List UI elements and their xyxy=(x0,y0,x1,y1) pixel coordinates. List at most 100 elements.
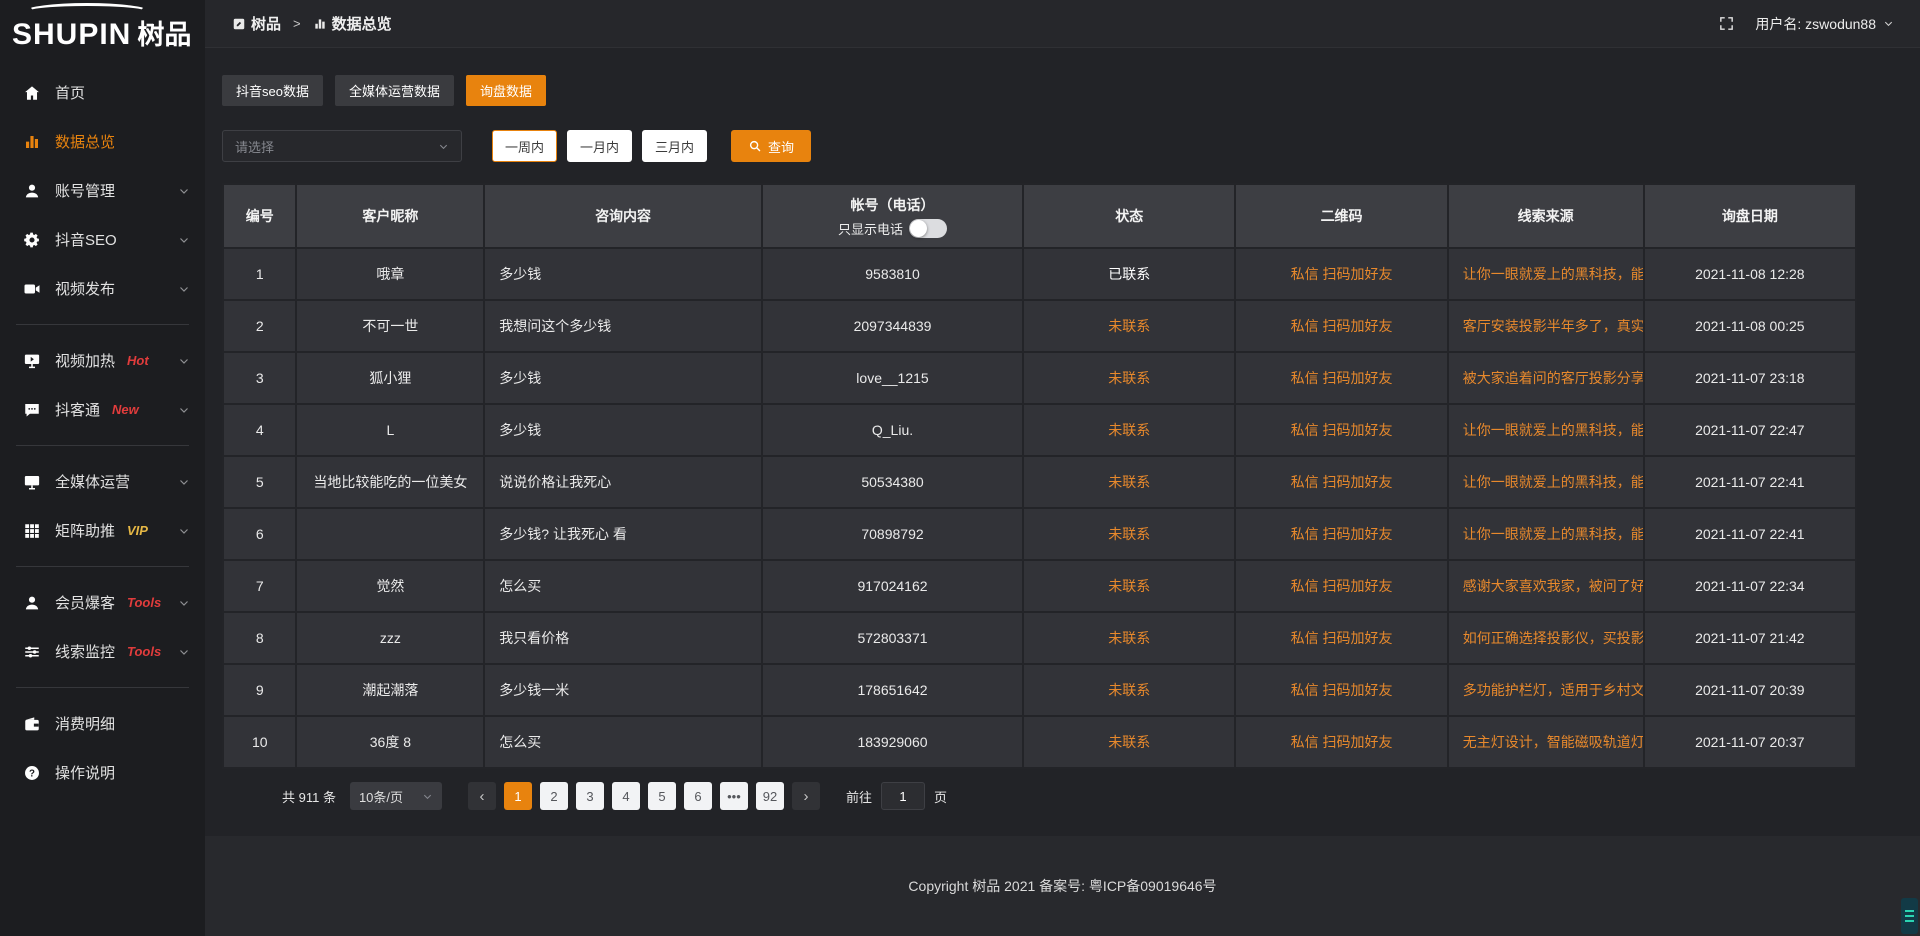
tab-douyin-seo-data[interactable]: 抖音seo数据 xyxy=(222,75,323,106)
content: 抖音seo数据 全媒体运营数据 询盘数据 请选择 一周内 一月内 三月内 查询 编号 客户… xyxy=(205,48,1920,836)
phone-toggle-row: 只显示电话 xyxy=(769,218,1016,238)
chevron-down-icon xyxy=(178,646,190,658)
cell-content: 多少钱一米 xyxy=(483,663,763,717)
corner-widget-stripe xyxy=(1905,910,1914,912)
cell-qrcode-link[interactable]: 私信 扫码加好友 xyxy=(1234,611,1449,665)
sidebar-item-label: 矩阵助推 xyxy=(55,523,116,540)
page-button-6[interactable]: 6 xyxy=(683,782,712,810)
page-button-92[interactable]: 92 xyxy=(755,782,784,810)
goto-page-input[interactable]: 1 xyxy=(880,782,925,810)
cell-date: 2021-11-07 22:47 xyxy=(1642,403,1858,457)
page-size-select[interactable]: 10条/页 xyxy=(349,782,442,810)
table-row: 10 36度 8 怎么买 183929060 未联系 私信 扫码加好友 无主灯设计，智能磁吸… xyxy=(221,715,1858,769)
page-button-3[interactable]: 3 xyxy=(575,782,604,810)
page-button-2[interactable]: 2 xyxy=(539,782,568,810)
cell-qrcode-link[interactable]: 私信 扫码加好友 xyxy=(1234,403,1449,457)
bar-chart-icon xyxy=(313,17,327,31)
cell-content: 怎么买 xyxy=(483,715,763,769)
search-icon xyxy=(748,139,762,153)
sidebar-item-video-heat[interactable]: 视频加热 Hot xyxy=(0,336,205,385)
column-header-label: 帐号（电话） xyxy=(850,196,935,213)
sidebar-item-douyin-seo[interactable]: 抖音SEO xyxy=(0,215,205,264)
tab-media-operation-data[interactable]: 全媒体运营数据 xyxy=(334,75,454,106)
cell-status: 未联系 xyxy=(1022,611,1237,665)
sidebar-item-member-baoke[interactable]: 会员爆客 Tools xyxy=(0,578,205,627)
cell-serial: 10 xyxy=(221,715,298,769)
cell-status: 未联系 xyxy=(1022,715,1237,769)
cell-source-link[interactable]: 让你一眼就爱上的黑科技，能... xyxy=(1446,455,1645,509)
sidebar-item-lead-monitor[interactable]: 线索监控 Tools xyxy=(0,627,205,676)
sidebar-divider xyxy=(16,324,189,325)
page-ellipsis-button[interactable]: ••• xyxy=(719,782,748,810)
range-button-one-month[interactable]: 一月内 xyxy=(567,130,633,162)
filter-select[interactable]: 请选择 xyxy=(222,130,462,162)
range-button-one-week[interactable]: 一周内 xyxy=(492,130,558,162)
topbar: 树品 > 数据总览 用户名: zswodun88 xyxy=(205,0,1920,48)
cell-source-link[interactable]: 多功能护栏灯，适用于乡村文... xyxy=(1446,663,1645,717)
cell-qrcode-link[interactable]: 私信 扫码加好友 xyxy=(1234,715,1449,769)
sidebar-item-operation-guide[interactable]: ? 操作说明 xyxy=(0,748,205,797)
cell-account: 50534380 xyxy=(760,455,1025,509)
cell-qrcode-link[interactable]: 私信 扫码加好友 xyxy=(1234,299,1449,353)
page-button-5[interactable]: 5 xyxy=(647,782,676,810)
pagination: 共 911 条 10条/页 ‹ 1 2 3 4 5 6 ••• 92 › 前往 1 页 xyxy=(222,782,1857,810)
tab-inquiry-data[interactable]: 询盘数据 xyxy=(465,75,546,106)
cell-serial: 7 xyxy=(221,559,298,613)
cell-content: 多少钱 xyxy=(483,351,763,405)
sidebar-divider xyxy=(16,445,189,446)
app-logo[interactable]: SHUPIN 树品 xyxy=(0,0,205,64)
cell-content: 多少钱 xyxy=(483,403,763,457)
cell-qrcode-link[interactable]: 私信 扫码加好友 xyxy=(1234,507,1449,561)
cell-qrcode-link[interactable]: 私信 扫码加好友 xyxy=(1234,663,1449,717)
cell-serial: 4 xyxy=(221,403,298,457)
cell-source-link[interactable]: 让你一眼就爱上的黑科技，能... xyxy=(1446,403,1645,457)
range-button-three-months[interactable]: 三月内 xyxy=(642,130,708,162)
cell-source-link[interactable]: 让你一眼就爱上的黑科技，能... xyxy=(1446,507,1645,561)
cell-source-link[interactable]: 感谢大家喜欢我家，被问了好... xyxy=(1446,559,1645,613)
sidebar-item-consumption-detail[interactable]: 消费明细 xyxy=(0,699,205,748)
page-button-4[interactable]: 4 xyxy=(611,782,640,810)
chevron-down-icon xyxy=(178,597,190,609)
cell-qrcode-link[interactable]: 私信 扫码加好友 xyxy=(1234,455,1449,509)
cell-account: 572803371 xyxy=(760,611,1025,665)
copyright-text: Copyright 树品 2021 备案号: 粤ICP备09019646号 xyxy=(908,878,1217,894)
cell-source-link[interactable]: 如何正确选择投影仪，买投影... xyxy=(1446,611,1645,665)
sidebar-item-media-operation[interactable]: 全媒体运营 xyxy=(0,457,205,506)
sidebar-item-matrix-boost[interactable]: 矩阵助推 VIP xyxy=(0,506,205,555)
breadcrumb-home[interactable]: 树品 xyxy=(232,13,281,34)
cell-source-link[interactable]: 客厅安装投影半年多了，真实... xyxy=(1446,299,1645,353)
cell-account: 917024162 xyxy=(760,559,1025,613)
query-button[interactable]: 查询 xyxy=(731,130,812,162)
prev-page-button[interactable]: ‹ xyxy=(467,782,496,810)
cell-qrcode-link[interactable]: 私信 扫码加好友 xyxy=(1234,351,1449,405)
cell-serial: 3 xyxy=(221,351,298,405)
sidebar-item-video-publish[interactable]: 视频发布 xyxy=(0,264,205,313)
cell-nickname: 哦章 xyxy=(295,247,486,301)
page-button-1[interactable]: 1 xyxy=(503,782,532,810)
cell-content: 我只看价格 xyxy=(483,611,763,665)
chat-icon xyxy=(22,400,41,419)
sidebar-item-douketong[interactable]: 抖客通 New xyxy=(0,385,205,434)
cell-source-link[interactable]: 被大家追着问的客厅投影分享... xyxy=(1446,351,1645,405)
sidebar-item-label: 操作说明 xyxy=(55,765,116,782)
breadcrumb-current[interactable]: 数据总览 xyxy=(313,13,392,34)
sidebar-item-data-overview[interactable]: 数据总览 xyxy=(0,117,205,166)
sidebar-item-home[interactable]: 首页 xyxy=(0,68,205,117)
sidebar-item-account-management[interactable]: 账号管理 xyxy=(0,166,205,215)
cell-qrcode-link[interactable]: 私信 扫码加好友 xyxy=(1234,247,1449,301)
chevron-down-icon xyxy=(178,355,190,367)
cell-date: 2021-11-07 20:39 xyxy=(1642,663,1858,717)
cell-source-link[interactable]: 无主灯设计，智能磁吸轨道灯... xyxy=(1446,715,1645,769)
phone-only-toggle[interactable] xyxy=(909,218,948,238)
question-icon: ? xyxy=(22,763,41,782)
cell-nickname: 不可一世 xyxy=(295,299,486,353)
cell-status: 未联系 xyxy=(1022,299,1237,353)
user-menu[interactable]: 用户名: zswodun88 xyxy=(1755,14,1894,34)
cell-qrcode-link[interactable]: 私信 扫码加好友 xyxy=(1234,559,1449,613)
table-row: 9 潮起潮落 多少钱一米 178651642 未联系 私信 扫码加好友 多功能护栏灯，适用于… xyxy=(221,663,1858,717)
fullscreen-icon[interactable] xyxy=(1718,15,1735,32)
cell-source-link[interactable]: 让你一眼就爱上的黑科技，能... xyxy=(1446,247,1645,301)
corner-widget[interactable] xyxy=(1901,898,1918,934)
sidebar-item-label: 首页 xyxy=(55,85,86,102)
next-page-button[interactable]: › xyxy=(791,782,820,810)
